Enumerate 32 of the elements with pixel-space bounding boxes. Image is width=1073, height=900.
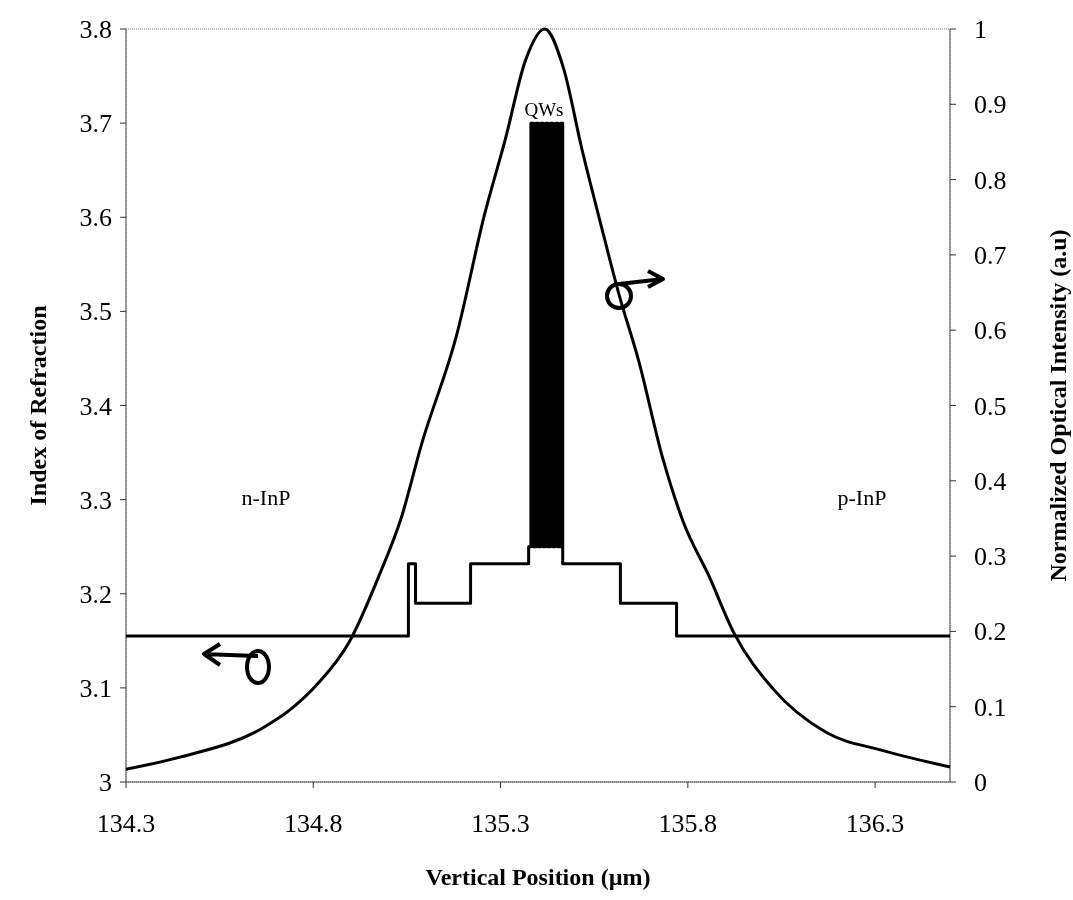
y2-tick-label: 0.6 — [974, 316, 1007, 346]
annotation: n-InP — [241, 485, 291, 510]
x-axis-title: Vertical Position (µm) — [425, 864, 651, 890]
y2-tick-label: 0.2 — [974, 617, 1007, 647]
y-tick-label: 3.4 — [79, 391, 112, 421]
y-axis-title: Index of Refraction — [25, 305, 51, 506]
y2-tick-label: 1 — [974, 15, 987, 44]
y-tick-label: 3 — [99, 768, 112, 797]
y2-tick-label: 0.3 — [974, 542, 1007, 572]
y2-tick-label: 0.8 — [974, 165, 1007, 195]
y-tick-label: 3.3 — [79, 485, 112, 515]
y2-tick-label: 0.9 — [974, 90, 1007, 120]
y-tick-label: 3.7 — [79, 109, 112, 139]
y-tick-label: 3.8 — [79, 15, 112, 44]
annotation: p-InP — [837, 485, 887, 510]
y2-tick-label: 0 — [974, 768, 987, 797]
y2-tick-label: 0.1 — [974, 692, 1007, 722]
x-tick-label: 136.3 — [845, 809, 905, 838]
y2-tick-label: 0.5 — [974, 391, 1007, 421]
x-tick-label: 135.8 — [658, 809, 718, 838]
y2-tick-label: 0.4 — [974, 466, 1007, 496]
annotation: QWs — [524, 99, 564, 120]
y-tick-label: 3.6 — [79, 203, 112, 233]
y2-tick-label: 0.7 — [974, 240, 1007, 270]
y-tick-label: 3.2 — [79, 579, 112, 609]
x-tick-label: 134.8 — [284, 809, 343, 838]
x-tick-label: 135.3 — [471, 809, 530, 838]
y-tick-label: 3.1 — [79, 673, 112, 703]
y2-axis-title: Normalized Optical Intensity (a.u) — [1045, 229, 1071, 582]
x-tick-label: 134.3 — [96, 809, 156, 838]
y-tick-label: 3.5 — [79, 297, 112, 327]
line-series — [124, 27, 952, 771]
